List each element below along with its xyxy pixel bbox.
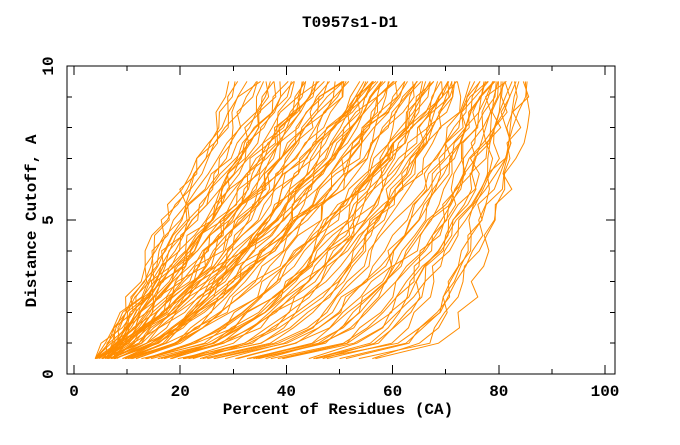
model-curve (113, 80, 320, 359)
model-curve (94, 81, 307, 359)
model-curve (110, 81, 379, 360)
plot-frame-and-ticks (66, 65, 616, 375)
model-curve (146, 81, 418, 360)
y-axis-label: Distance Cutoff, A (23, 134, 41, 307)
model-curve (282, 81, 506, 360)
model-curve (111, 81, 408, 360)
model-curve (106, 81, 317, 360)
model-curve (104, 80, 345, 360)
model-curve (182, 81, 458, 360)
x-tick-label: 60 (383, 383, 402, 401)
model-curve (213, 81, 489, 360)
model-curve (150, 81, 431, 360)
model-curve (183, 81, 456, 360)
model-curve (258, 81, 494, 360)
model-curve (94, 81, 258, 359)
x-tick-label: 80 (489, 383, 508, 401)
model-curve (202, 81, 462, 360)
model-curve (315, 81, 520, 360)
model-curve (171, 81, 439, 360)
model-curve (99, 81, 258, 359)
x-tick-labels: 0 20 40 60 80 100 (69, 383, 619, 401)
model-curve (99, 81, 236, 360)
model-curve (199, 81, 456, 360)
model-curve (94, 81, 373, 360)
model-curve (95, 81, 345, 360)
chart-title: T0957s1-D1 (302, 14, 398, 32)
model-curve (108, 81, 275, 359)
y-tick-label: 10 (40, 56, 58, 75)
model-curve (130, 81, 389, 360)
model-curve (107, 81, 305, 359)
model-curve (358, 81, 528, 360)
model-curve (246, 81, 496, 360)
model-curve (188, 81, 454, 360)
model-curve (170, 81, 431, 360)
model-curve (112, 81, 303, 359)
model-curve (170, 81, 449, 360)
model-curve (224, 81, 471, 360)
model-curve (375, 81, 531, 360)
model-curves (94, 80, 531, 360)
x-axis-label: Percent of Residues (CA) (223, 401, 453, 419)
model-curve (326, 81, 508, 360)
model-curve (177, 81, 453, 360)
model-curve (102, 81, 271, 359)
model-curve (106, 80, 261, 359)
model-curve (106, 81, 329, 359)
y-tick-label: 5 (40, 215, 58, 225)
y-tick-labels: 0 5 10 (40, 56, 58, 378)
model-curve (125, 81, 386, 360)
x-tick-label: 40 (277, 383, 296, 401)
x-tick-label: 0 (69, 383, 79, 401)
model-curve (94, 81, 294, 359)
model-curve (207, 81, 476, 360)
model-curve (308, 81, 494, 360)
x-tick-label: 100 (591, 383, 620, 401)
model-curve (125, 81, 398, 360)
model-curve (127, 81, 382, 360)
model-curve (277, 81, 495, 360)
model-curve (97, 80, 377, 360)
model-curve (110, 81, 343, 360)
model-curve (132, 81, 418, 360)
model-curve (322, 81, 502, 360)
model-curve (249, 81, 481, 360)
y-tick-label: 0 (40, 369, 58, 379)
model-curve (157, 81, 449, 360)
x-tick-label: 20 (171, 383, 190, 401)
model-curve (372, 81, 512, 360)
model-curve (313, 81, 499, 360)
model-curve (141, 81, 435, 360)
model-curve (237, 81, 488, 360)
model-curve (345, 81, 530, 360)
model-curve (129, 81, 415, 360)
model-curve (116, 81, 367, 360)
model-curve (124, 81, 406, 360)
